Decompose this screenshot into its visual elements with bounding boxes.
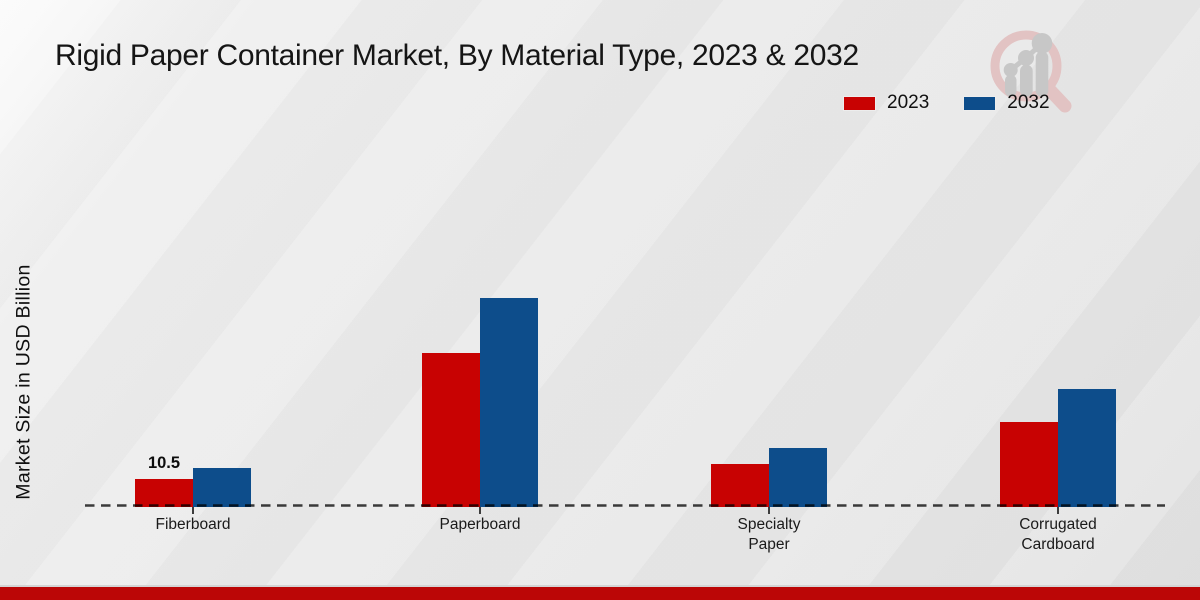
bar-2023-fiberboard xyxy=(135,479,193,507)
bar-2032-fiberboard xyxy=(193,468,251,507)
bar-2032-corrugated-cardboard xyxy=(1058,389,1116,507)
bar-2032-specialty-paper xyxy=(769,448,827,507)
legend-item-2023: 2023 xyxy=(843,92,929,114)
category-label-specialty-paper: Specialty Paper xyxy=(737,516,801,553)
legend-label-2023: 2023 xyxy=(887,92,930,113)
footer-divider xyxy=(0,585,1200,587)
bar-2023-corrugated-cardboard xyxy=(1000,422,1058,507)
x-tick-specialty-paper xyxy=(768,507,770,514)
legend-swatch-2023 xyxy=(843,95,876,111)
bar-2023-specialty-paper xyxy=(711,464,769,507)
bar-2032-paperboard xyxy=(480,298,538,507)
bar-2023-paperboard xyxy=(422,353,480,507)
category-label-corrugated-cardboard: Corrugated Cardboard xyxy=(1019,516,1097,553)
chart-title: Rigid Paper Container Market, By Materia… xyxy=(55,39,859,72)
legend-label-2032: 2032 xyxy=(1007,92,1050,113)
x-axis-dashed-line xyxy=(85,504,1165,507)
category-label-paperboard: Paperboard xyxy=(439,516,521,533)
legend-swatch-2032 xyxy=(963,95,997,111)
footer-red-bar xyxy=(0,587,1200,600)
x-tick-paperboard xyxy=(479,507,481,514)
category-label-fiberboard: Fiberboard xyxy=(155,516,231,533)
legend-item-2032: 2032 xyxy=(963,92,1050,114)
legend: 2023 2032 xyxy=(843,92,1050,114)
x-tick-corrugated-cardboard xyxy=(1057,507,1059,514)
brand-watermark-magnifier-bar-chart-icon xyxy=(990,30,1072,113)
x-tick-fiberboard xyxy=(192,507,194,514)
bar-value-label: 10.5 xyxy=(147,454,181,472)
